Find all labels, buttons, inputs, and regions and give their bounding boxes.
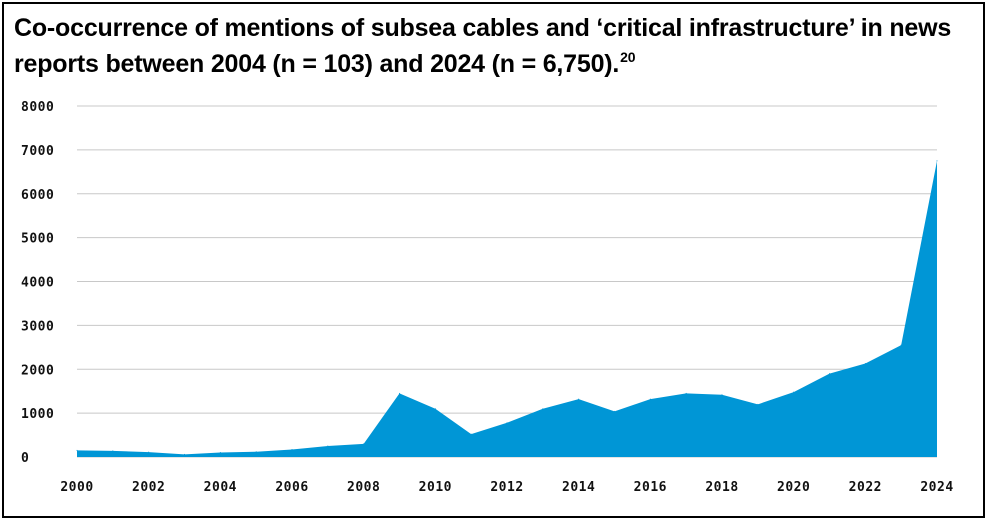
data-point-2000 [76,449,78,451]
y-tick-label-5000: 5000 [21,232,54,247]
y-axis-labels: 0 1000 2000 3000 4000 5000 6000 7000 8000 [21,100,54,466]
y-tick-label-7000: 7000 [21,144,54,159]
y-tick-label-6000: 6000 [21,188,54,203]
chart-title-text: Co-occurrence of mentions of subsea cabl… [14,14,952,78]
data-point-2009 [399,392,400,394]
footnote-marker: 20 [620,49,636,65]
data-point-2002 [148,451,150,453]
y-tick-label-8000: 8000 [21,100,54,115]
x-tick-label-2018: 2018 [705,480,738,495]
data-point-2008 [363,443,365,445]
data-point-2004 [219,451,221,453]
data-point-2014 [578,398,580,400]
x-tick-label-2020: 2020 [777,480,810,495]
data-point-2013 [542,408,544,410]
y-tick-label-4000: 4000 [21,276,54,291]
data-point-2019 [757,403,759,405]
y-tick-label-2000: 2000 [21,363,54,378]
data-point-2020 [793,391,795,393]
data-point-2010 [434,408,436,410]
data-point-2016 [649,398,651,400]
x-tick-label-2002: 2002 [132,480,165,495]
x-tick-label-2016: 2016 [634,480,667,495]
x-tick-label-2004: 2004 [204,480,237,495]
data-point-2006 [291,449,293,451]
area-series [76,160,938,457]
x-tick-label-2010: 2010 [419,480,452,495]
chart-title: Co-occurrence of mentions of subsea cabl… [14,10,969,82]
x-tick-label-2022: 2022 [849,480,882,495]
data-point-2023 [900,344,902,346]
x-tick-label-2012: 2012 [490,480,523,495]
data-point-2017 [685,392,687,394]
data-point-2024 [936,160,938,162]
x-tick-label-2006: 2006 [275,480,308,495]
data-point-2021 [829,373,830,375]
y-tick-label-3000: 3000 [21,319,54,334]
data-point-2011 [470,433,472,435]
data-point-2001 [112,450,114,452]
area-fill [77,160,937,457]
x-tick-label-2024: 2024 [920,480,953,495]
data-point-2022 [864,363,866,365]
data-point-2015 [614,410,615,412]
x-axis-labels: 2000 2002 2004 2006 2008 2010 2012 2014 2016 2018… [60,480,953,495]
data-point-2018 [721,394,723,396]
data-point-2007 [327,445,329,447]
y-tick-label-0: 0 [21,451,29,466]
x-tick-label-2008: 2008 [347,480,380,495]
data-point-2012 [506,422,508,424]
data-point-2003 [184,453,185,455]
x-tick-label-2000: 2000 [60,480,93,495]
data-point-2005 [255,451,257,453]
x-tick-label-2014: 2014 [562,480,595,495]
y-tick-label-1000: 1000 [21,407,54,422]
